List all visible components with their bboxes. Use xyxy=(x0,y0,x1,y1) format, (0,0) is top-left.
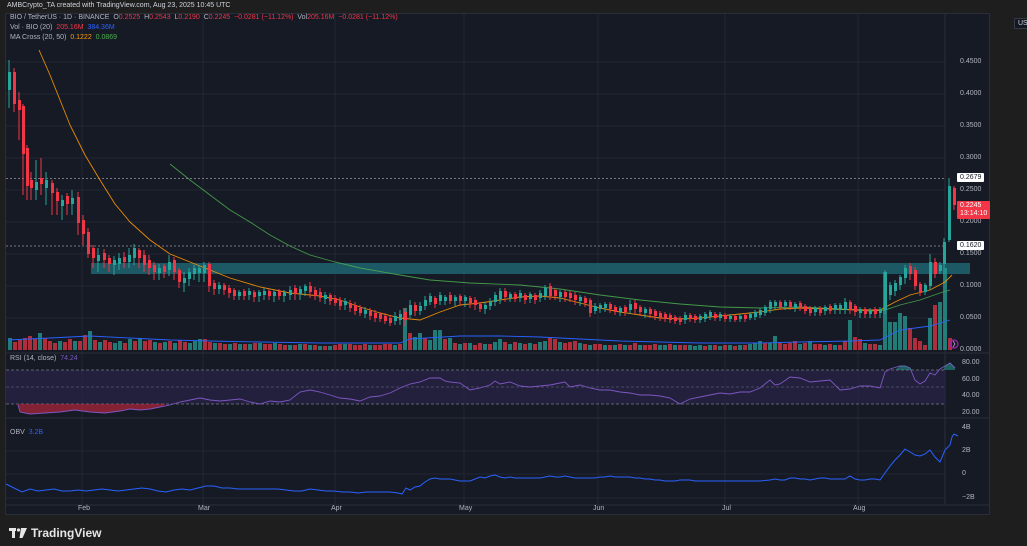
ma50-line xyxy=(169,163,951,312)
obv-tick: −2B xyxy=(962,494,975,501)
volume-bars xyxy=(8,268,952,350)
top-caption-bar: AMBCrypto_TA created with TradingView.co… xyxy=(0,0,1027,13)
ma50-value: 0.0869 xyxy=(95,34,118,41)
rsi-legend[interactable]: RSI (14, close) 74.24 xyxy=(10,355,78,362)
symbol-name[interactable]: BIO / TetherUS · 1D · BINANCE xyxy=(10,14,110,21)
volume-ma-line xyxy=(7,319,951,344)
tradingview-logo[interactable]: TradingView xyxy=(9,526,101,540)
obv-tick: 2B xyxy=(962,447,971,454)
price-candles[interactable] xyxy=(8,60,956,326)
rsi-tick: 40.00 xyxy=(962,392,980,399)
ma20-value: 0.1222 xyxy=(70,34,92,41)
price-tick: 0.2000 xyxy=(960,218,982,225)
vol-value: 205.16M xyxy=(307,14,335,21)
time-tick: Aug xyxy=(853,505,866,512)
rsi-tick: 80.00 xyxy=(962,359,980,366)
volume-ma-value: 384.36M xyxy=(87,24,115,31)
price-tick: 0.0500 xyxy=(960,314,982,321)
price-tick: 0.2500 xyxy=(960,186,982,193)
change-value: −0.0281 (−11.12%) xyxy=(234,14,294,21)
alert-bell-icon[interactable] xyxy=(949,339,959,349)
price-tick: 0.4500 xyxy=(960,58,982,65)
low-value: 0.2190 xyxy=(178,14,200,21)
volume-indicator-name[interactable]: Vol · BIO (20) xyxy=(10,24,53,31)
open-value: 0.2525 xyxy=(118,14,141,21)
high-value: 0.2543 xyxy=(149,14,171,21)
ma-cross-name[interactable]: MA Cross (20, 50) xyxy=(10,34,67,41)
last-price-tag[interactable]: 0.2245 13:14:10 xyxy=(957,201,991,219)
rsi-overbought-fill xyxy=(895,363,955,370)
rsi-tick: 20.00 xyxy=(962,409,980,416)
price-tick: 0.4000 xyxy=(960,90,982,97)
ma-cross-legend[interactable]: MA Cross (20, 50) 0.1222 0.0869 xyxy=(10,34,117,41)
price-tick: 0.1000 xyxy=(960,282,982,289)
footer-bar xyxy=(0,518,1027,546)
price-tick: 0.0000 xyxy=(960,346,982,353)
support-zone xyxy=(91,263,970,274)
obv-value: 3.2B xyxy=(28,429,44,436)
rsi-name[interactable]: RSI (14, close) xyxy=(10,355,57,362)
obv-line[interactable] xyxy=(5,433,959,495)
time-tick: May xyxy=(459,505,473,512)
symbol-legend[interactable]: BIO / TetherUS · 1D · BINANCE O0.2525 H0… xyxy=(10,14,398,21)
close-value: 0.2245 xyxy=(208,14,231,21)
last-price: 0.2245 xyxy=(960,202,982,209)
rsi-tick: 60.00 xyxy=(962,376,980,383)
obv-tick: 0 xyxy=(962,470,966,477)
grid xyxy=(6,14,945,505)
vol-change-value: −0.0281 (−11.12%) xyxy=(338,14,398,21)
time-tick: Jun xyxy=(593,505,605,512)
ma20-line xyxy=(38,49,953,321)
volume-value: 205.16M xyxy=(56,24,84,31)
time-tick: Jul xyxy=(722,505,731,512)
time-tick: Mar xyxy=(198,505,211,512)
time-tick: Feb xyxy=(78,505,91,512)
support-price-tag[interactable]: 0.1620 xyxy=(957,241,985,250)
price-tick: 0.1500 xyxy=(960,250,982,257)
price-tick: 0.3500 xyxy=(960,122,982,129)
time-tick: Apr xyxy=(331,505,342,512)
currency-button[interactable]: USDT xyxy=(1014,18,1027,29)
rsi-value: 74.24 xyxy=(60,355,78,362)
tradingview-logo-icon xyxy=(9,527,27,538)
resistance-price-tag[interactable]: 0.2679 xyxy=(957,173,985,182)
obv-legend[interactable]: OBV 3.2B xyxy=(10,429,43,436)
bar-countdown: 13:14:10 xyxy=(960,210,988,217)
rsi-oversold-fill xyxy=(18,404,165,414)
rsi-line xyxy=(17,362,956,415)
caption-text: AMBCrypto_TA created with TradingView.co… xyxy=(7,2,231,9)
brand-name: TradingView xyxy=(31,526,102,540)
obv-name[interactable]: OBV xyxy=(10,429,25,436)
obv-tick: 4B xyxy=(962,424,971,431)
price-tick: 0.3000 xyxy=(960,154,982,161)
volume-legend[interactable]: Vol · BIO (20) 205.16M 384.36M xyxy=(10,24,115,31)
